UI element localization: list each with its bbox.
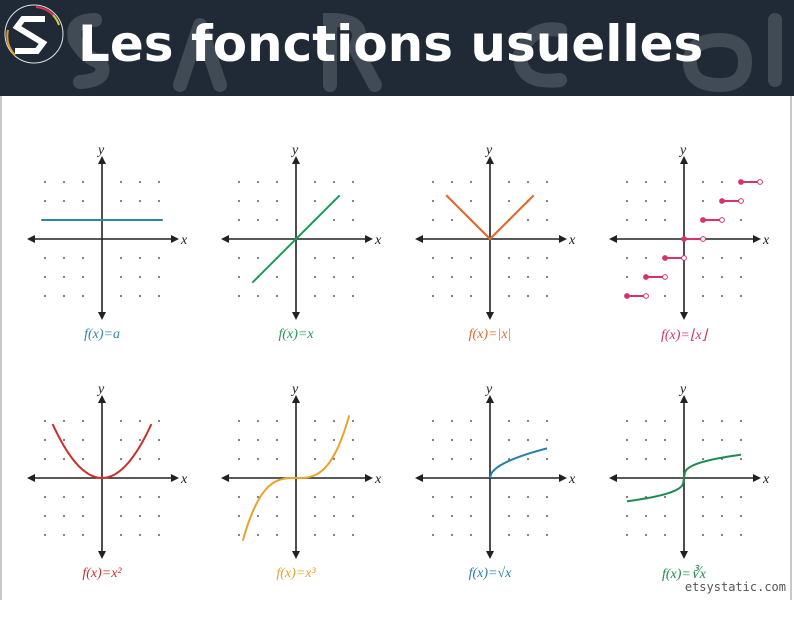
x-axis-label: x xyxy=(180,233,188,248)
x-axis-label: x xyxy=(568,472,576,487)
grid-dots xyxy=(625,419,743,537)
function-curve xyxy=(251,194,341,284)
graph-cbrt: x y f(x)=∛x xyxy=(587,379,781,619)
page-title: Les fonctions usuelles xyxy=(78,15,704,73)
function-curve xyxy=(626,453,742,503)
graph-floor: x y f(x)=⌊x⌋ xyxy=(587,140,781,380)
graph-label: f(x)=⌊x⌋ xyxy=(660,328,707,343)
x-axis-label: x xyxy=(762,233,770,248)
graph-absolute: x y f(x)=|x| xyxy=(393,140,587,380)
y-axis-label: y xyxy=(484,143,493,158)
function-curve xyxy=(51,423,153,480)
function-curve xyxy=(489,447,548,479)
y-axis-label: y xyxy=(484,382,493,397)
graph-label: f(x)=∛x xyxy=(661,567,706,582)
graph-label: f(x)=x² xyxy=(82,566,122,581)
watermark-decoration xyxy=(67,12,782,93)
function-curve xyxy=(445,194,535,241)
graph-constant: x y f(x)=a xyxy=(5,140,199,380)
grid-dots xyxy=(43,419,161,537)
y-axis-label: y xyxy=(678,382,687,397)
y-axis-label: y xyxy=(678,143,687,158)
graph-label: f(x)=√x xyxy=(468,566,512,581)
y-axis-label: y xyxy=(290,143,299,158)
graph-cube: x y f(x)=x³ xyxy=(199,379,393,619)
graph-sqrt: x y f(x)=√x xyxy=(393,379,587,619)
x-axis-label: x xyxy=(374,472,382,487)
axes xyxy=(27,156,179,320)
source-credit: etsystatic.com xyxy=(682,580,788,594)
function-curve xyxy=(241,415,351,541)
y-axis-label: y xyxy=(290,382,299,397)
graph-label: f(x)=a xyxy=(84,327,120,342)
graph-label: f(x)=|x| xyxy=(468,327,512,342)
content-frame xyxy=(0,96,792,600)
graph-label: f(x)=x³ xyxy=(276,566,316,581)
graph-label: f(x)=x xyxy=(278,327,314,342)
grid-dots xyxy=(431,419,549,537)
x-axis-label: x xyxy=(374,233,382,248)
x-axis-label: x xyxy=(568,233,576,248)
function-curve xyxy=(624,179,763,299)
y-axis-label: y xyxy=(96,382,105,397)
x-axis-label: x xyxy=(762,472,770,487)
graph-identity: x y f(x)=x xyxy=(199,140,393,380)
x-axis-label: x xyxy=(180,472,188,487)
grid-dots xyxy=(431,180,549,298)
grid-dots xyxy=(237,419,355,537)
header-banner: Les fonctions usuelles xyxy=(0,0,794,96)
y-axis-label: y xyxy=(96,143,105,158)
graph-square: x y f(x)=x² xyxy=(5,379,199,619)
s-logo-icon xyxy=(4,4,64,64)
